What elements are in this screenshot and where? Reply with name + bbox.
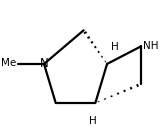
Text: NH: NH	[143, 41, 158, 51]
Text: H: H	[88, 116, 96, 126]
Text: H: H	[110, 42, 118, 52]
Text: Me: Me	[1, 58, 16, 68]
Text: N: N	[40, 57, 49, 70]
